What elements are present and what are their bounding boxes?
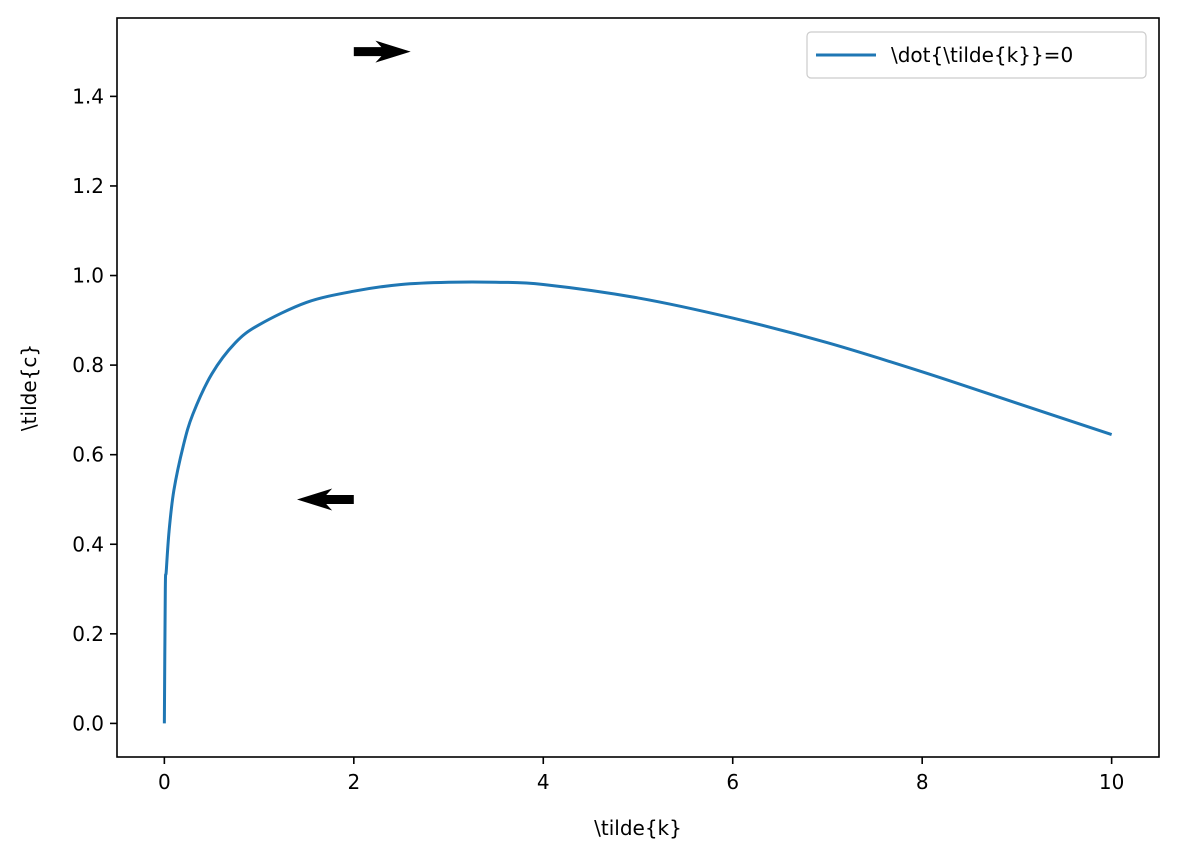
y-axis-label: \tilde{c} bbox=[17, 344, 41, 431]
y-tick-label: 1.0 bbox=[72, 264, 104, 288]
arrow-left-icon bbox=[297, 488, 354, 511]
y-tick-label: 0.0 bbox=[72, 711, 104, 735]
plot-area bbox=[162, 40, 1113, 724]
y-tick-label: 1.2 bbox=[72, 174, 104, 198]
x-tick-label: 6 bbox=[726, 770, 739, 794]
legend-box bbox=[806, 31, 1147, 79]
y-tick-label: 0.8 bbox=[72, 353, 104, 377]
y-tick-label: 1.4 bbox=[72, 84, 104, 108]
y-tick-label: 0.6 bbox=[72, 443, 104, 467]
y-tick-label: 0.2 bbox=[72, 622, 104, 646]
y-tick-label: 0.4 bbox=[72, 532, 104, 556]
x-tick-label: 10 bbox=[1099, 770, 1124, 794]
series-line bbox=[162, 280, 1113, 724]
x-tick-label: 4 bbox=[537, 770, 550, 794]
x-axis: 0 2 4 6 8 10 bbox=[158, 757, 1124, 794]
arrow-right-icon bbox=[353, 40, 411, 63]
x-tick-label: 0 bbox=[158, 770, 171, 794]
plot-frame bbox=[116, 17, 1160, 758]
legend: \dot{\tilde{k}}=0 bbox=[806, 31, 1147, 79]
x-tick-label: 8 bbox=[916, 770, 929, 794]
x-tick-label: 2 bbox=[347, 770, 360, 794]
legend-label: \dot{\tilde{k}}=0 bbox=[891, 43, 1073, 67]
x-axis-label: \tilde{k} bbox=[594, 816, 682, 840]
y-axis: 0.0 0.2 0.4 0.6 0.8 1.0 1.2 1.4 bbox=[72, 84, 117, 735]
